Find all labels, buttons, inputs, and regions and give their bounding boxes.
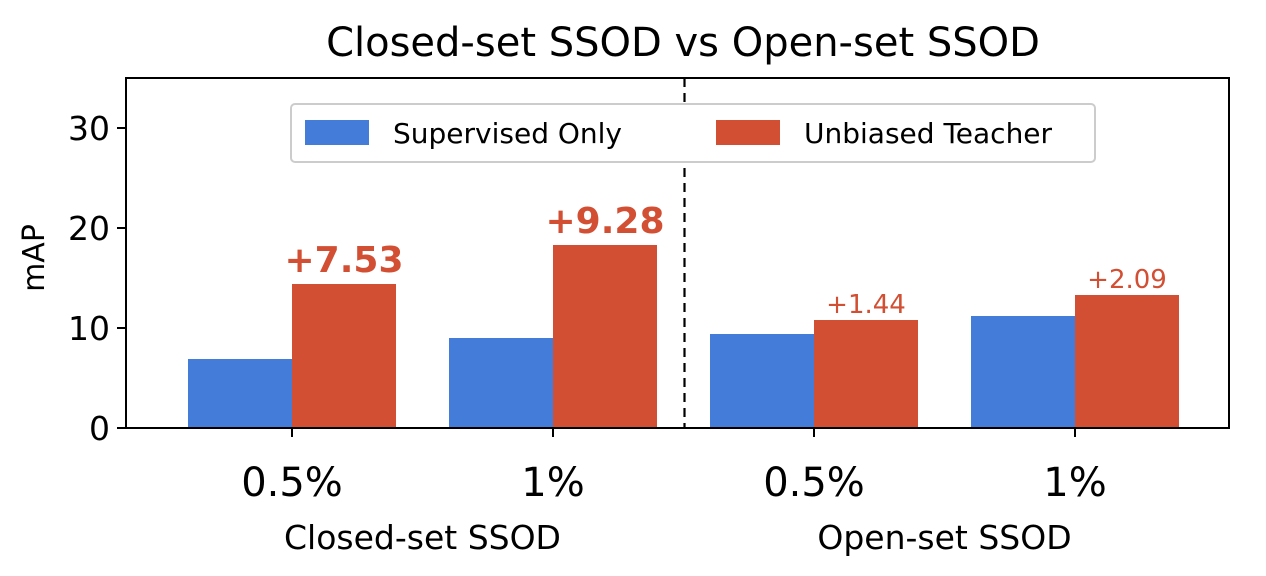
x-tick-label-3: 1%: [1043, 460, 1106, 506]
gain-annotation-1: +9.28: [546, 201, 665, 242]
bar-unbiased-teacher-2: [814, 320, 918, 428]
legend-label-unbiased-teacher: Unbiased Teacher: [804, 117, 1053, 150]
legend-frame: [290, 103, 1096, 163]
chart-title: Closed-set SSOD vs Open-set SSOD: [326, 20, 1040, 66]
legend-swatch-supervised-only: [305, 120, 369, 145]
bar-supervised-only-3: [971, 316, 1075, 428]
bar-supervised-only-1: [449, 338, 553, 428]
legend-label-supervised-only: Supervised Only: [393, 117, 622, 150]
y-tick-label-30: 30: [68, 109, 110, 148]
bar-supervised-only-2: [710, 334, 814, 428]
legend: Supervised Only Unbiased Teacher: [290, 103, 1096, 163]
gain-annotation-3: +2.09: [1087, 265, 1167, 295]
bar-supervised-only-0: [188, 359, 292, 428]
bar-unbiased-teacher-1: [553, 245, 657, 428]
y-tick-label-20: 20: [68, 209, 110, 248]
bar-unbiased-teacher-3: [1075, 295, 1179, 428]
gain-annotation-2: +1.44: [826, 290, 906, 320]
gain-annotation-0: +7.53: [285, 240, 404, 281]
bar-unbiased-teacher-0: [292, 284, 396, 428]
group-label-1: Open-set SSOD: [817, 518, 1071, 557]
legend-swatch-unbiased-teacher: [716, 120, 780, 145]
x-tick-label-2: 0.5%: [763, 460, 865, 506]
x-tick-label-1: 1%: [521, 460, 584, 506]
x-tick-label-0: 0.5%: [241, 460, 343, 506]
y-tick-label-10: 10: [68, 309, 110, 348]
y-tick-label-0: 0: [89, 409, 110, 448]
y-axis-label: mAP: [17, 224, 52, 292]
axes-frame: [125, 77, 1230, 429]
group-label-0: Closed-set SSOD: [284, 518, 561, 557]
plot-area: +7.53 +9.28 +1.44 +2.09 0 10 20 30 0.5% 1% 0.5% 1% C…: [68, 77, 1230, 557]
